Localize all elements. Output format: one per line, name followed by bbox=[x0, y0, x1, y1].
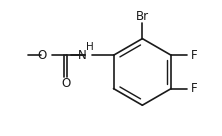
Text: H: H bbox=[86, 42, 94, 52]
Text: O: O bbox=[61, 77, 70, 90]
Text: O: O bbox=[38, 49, 47, 62]
Text: F: F bbox=[190, 49, 197, 62]
Text: Br: Br bbox=[136, 10, 149, 23]
Text: F: F bbox=[190, 82, 197, 95]
Text: N: N bbox=[78, 49, 87, 62]
